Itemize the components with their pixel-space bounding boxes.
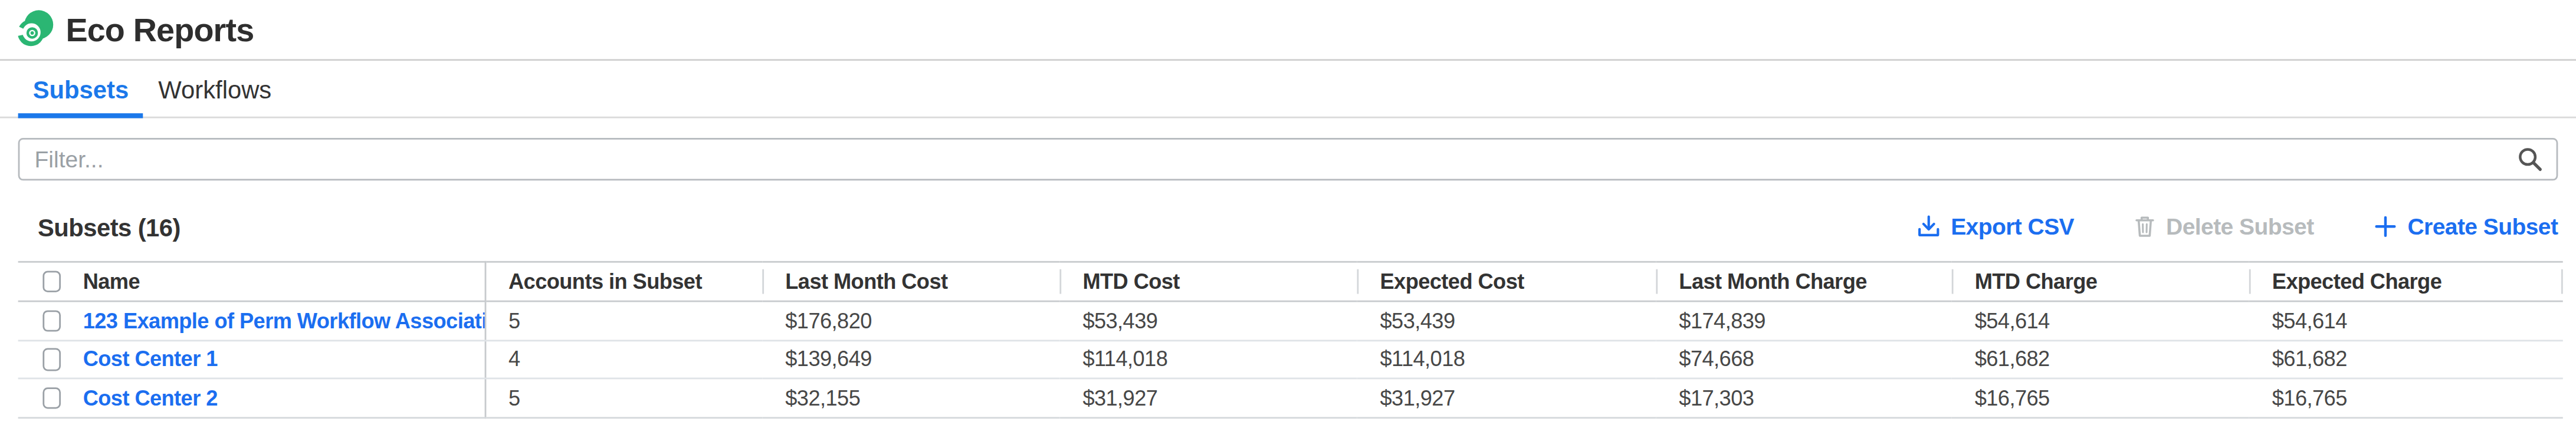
cell-last-month-cost: $176,820 <box>762 301 1059 340</box>
cell-mtd-cost: $114,018 <box>1059 340 1357 378</box>
toolbar: Subsets (16) Export CSV Delete Subset <box>18 210 2558 243</box>
export-csv-label: Export CSV <box>1951 213 2074 240</box>
table-header-row: Name Accounts in Subset Last Month Cost … <box>18 262 2563 301</box>
cell-expected-cost: $53,439 <box>1357 301 1656 340</box>
cell-mtd-charge: $61,682 <box>1952 340 2249 378</box>
cell-accounts: 5 <box>485 301 763 340</box>
table-row: Cost Center 2 5 $32,155 $31,927 $31,927 … <box>18 378 2563 417</box>
export-csv-button[interactable]: Export CSV <box>1918 213 2074 240</box>
row-checkbox[interactable] <box>42 309 60 332</box>
tabs: Subsets Workflows <box>0 61 2576 118</box>
cell-accounts: 4 <box>485 340 763 378</box>
table-row: Cost Center 1 4 $139,649 $114,018 $114,0… <box>18 340 2563 378</box>
table-row: 123 Example of Perm Workflow Association… <box>18 301 2563 340</box>
tab-workflows[interactable]: Workflows <box>143 61 286 117</box>
cell-last-month-charge: $174,839 <box>1656 301 1951 340</box>
app-header: Eco Reports <box>0 0 2576 61</box>
eco-logo-icon <box>15 10 54 50</box>
subset-name-link[interactable]: Cost Center 1 <box>83 347 218 371</box>
trash-icon <box>2135 215 2156 238</box>
filter-container <box>18 138 2558 180</box>
tab-subsets[interactable]: Subsets <box>18 61 144 117</box>
delete-subset-button[interactable]: Delete Subset <box>2135 213 2314 240</box>
cell-expected-cost: $31,927 <box>1357 378 1656 417</box>
delete-subset-label: Delete Subset <box>2166 213 2314 240</box>
cell-last-month-cost: $32,155 <box>762 378 1059 417</box>
cell-mtd-cost: $53,439 <box>1059 301 1357 340</box>
row-checkbox[interactable] <box>42 387 60 409</box>
page-title: Eco Reports <box>65 11 254 48</box>
download-icon <box>1918 215 1941 238</box>
select-all-checkbox[interactable] <box>42 271 60 293</box>
search-icon <box>2517 146 2544 173</box>
cell-mtd-cost: $31,927 <box>1059 378 1357 417</box>
column-header-last-month-cost[interactable]: Last Month Cost <box>762 262 1059 301</box>
app: Eco Reports Subsets Workflows Subsets (1… <box>0 0 2576 425</box>
column-header-accounts[interactable]: Accounts in Subset <box>485 262 763 301</box>
cell-expected-cost: $114,018 <box>1357 340 1656 378</box>
subsets-count-heading: Subsets (16) <box>38 213 181 240</box>
cell-expected-charge: $54,614 <box>2249 301 2563 340</box>
toolbar-actions: Export CSV Delete Subset Create Subset <box>1918 213 2558 240</box>
cell-last-month-cost: $139,649 <box>762 340 1059 378</box>
cell-expected-charge: $61,682 <box>2249 340 2563 378</box>
create-subset-label: Create Subset <box>2407 213 2558 240</box>
cell-mtd-charge: $54,614 <box>1952 301 2249 340</box>
cell-last-month-charge: $74,668 <box>1656 340 1951 378</box>
row-checkbox[interactable] <box>42 348 60 370</box>
create-subset-button[interactable]: Create Subset <box>2375 213 2558 240</box>
cell-mtd-charge: $16,765 <box>1952 378 2249 417</box>
column-header-last-month-charge[interactable]: Last Month Charge <box>1656 262 1951 301</box>
subset-name-link[interactable]: Cost Center 2 <box>83 386 218 410</box>
subsets-table-container: Name Accounts in Subset Last Month Cost … <box>18 261 2563 418</box>
cell-expected-charge: $16,765 <box>2249 378 2563 417</box>
cell-last-month-charge: $17,303 <box>1656 378 1951 417</box>
filter-input[interactable] <box>18 138 2558 180</box>
plus-icon <box>2375 215 2398 238</box>
cell-accounts: 5 <box>485 378 763 417</box>
column-header-name-label: Name <box>83 269 140 294</box>
subset-name-link[interactable]: 123 Example of Perm Workflow Association <box>83 308 485 333</box>
subsets-table: Name Accounts in Subset Last Month Cost … <box>18 261 2563 418</box>
column-header-mtd-charge[interactable]: MTD Charge <box>1952 262 2249 301</box>
column-header-mtd-cost[interactable]: MTD Cost <box>1059 262 1357 301</box>
column-header-expected-charge[interactable]: Expected Charge <box>2249 262 2563 301</box>
column-header-name[interactable]: Name <box>18 262 485 301</box>
column-header-expected-cost[interactable]: Expected Cost <box>1357 262 1656 301</box>
